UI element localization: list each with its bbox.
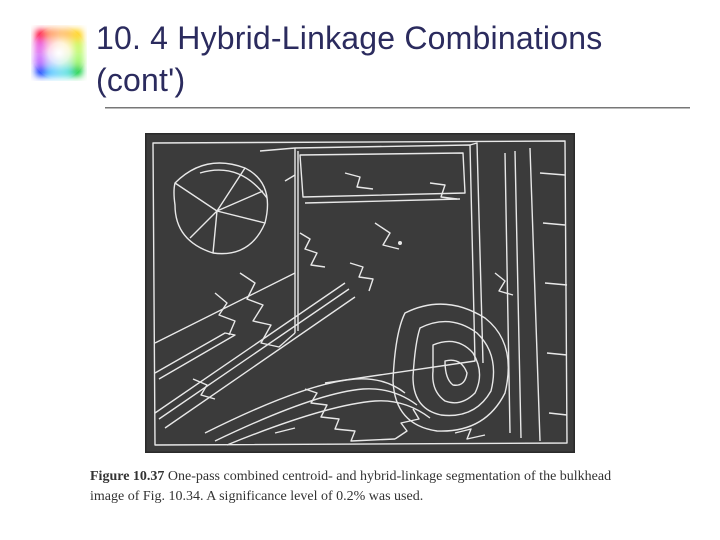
figure-caption-label: Figure 10.37	[90, 469, 164, 484]
segmentation-image	[145, 133, 575, 453]
figure-caption-text: One-pass combined centroid- and hybrid-l…	[90, 469, 611, 504]
slide-title: 10. 4 Hybrid-Linkage Combinations (cont'…	[96, 18, 690, 101]
logo-color-wheel-icon	[30, 24, 88, 82]
figure-caption: Figure 10.37 One-pass combined centroid-…	[90, 467, 630, 508]
title-line-1: 10. 4 Hybrid-Linkage Combinations	[96, 20, 602, 56]
title-block: 10. 4 Hybrid-Linkage Combinations (cont'…	[96, 18, 690, 101]
header-divider	[105, 107, 690, 109]
figure-area: Figure 10.37 One-pass combined centroid-…	[30, 133, 690, 508]
title-line-2: (cont')	[96, 62, 185, 98]
slide-header: 10. 4 Hybrid-Linkage Combinations (cont'…	[30, 18, 690, 101]
slide: 10. 4 Hybrid-Linkage Combinations (cont'…	[0, 0, 720, 540]
